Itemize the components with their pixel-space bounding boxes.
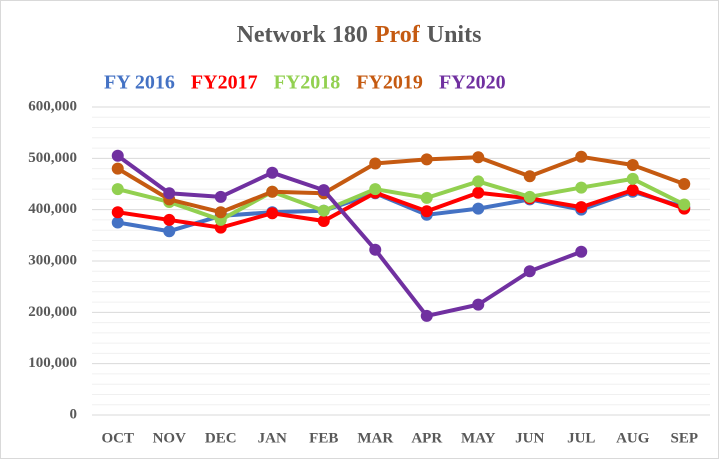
data-point — [266, 185, 279, 198]
data-point — [523, 265, 536, 278]
data-point — [678, 198, 691, 211]
data-point — [163, 225, 176, 238]
data-point — [626, 184, 639, 197]
data-point — [626, 159, 639, 172]
series-line — [116, 154, 582, 318]
data-point — [420, 205, 433, 218]
data-point — [111, 149, 124, 162]
y-tick-label: 200,000 — [28, 304, 77, 320]
x-tick-label: AUG — [616, 430, 650, 446]
data-point — [317, 184, 330, 197]
data-point — [111, 216, 124, 229]
data-point — [317, 214, 330, 227]
data-point — [369, 157, 382, 170]
series-line — [116, 154, 685, 215]
title-run: Network 180 — [237, 22, 368, 48]
data-point — [472, 186, 485, 199]
data-point — [523, 170, 536, 183]
legend-entry: FY 2016 — [104, 72, 175, 94]
data-point — [111, 206, 124, 219]
data-point — [317, 204, 330, 217]
title-run: Prof — [375, 22, 421, 48]
y-tick-label: 0 — [70, 406, 78, 422]
y-tick-label: 500,000 — [28, 150, 77, 166]
data-point — [111, 183, 124, 196]
data-point — [266, 207, 279, 220]
y-tick-label: 100,000 — [28, 355, 77, 371]
x-tick-label: JUN — [515, 430, 544, 446]
data-point — [575, 245, 588, 258]
x-tick-label: NOV — [153, 430, 187, 446]
data-point — [420, 153, 433, 166]
data-point — [472, 151, 485, 164]
data-point — [214, 190, 227, 203]
data-point — [420, 191, 433, 204]
data-point — [369, 183, 382, 196]
data-point — [575, 150, 588, 163]
x-tick-label: MAR — [357, 430, 393, 446]
data-point — [575, 181, 588, 194]
y-tick-label: 600,000 — [28, 98, 77, 114]
x-tick-label: FEB — [309, 430, 338, 446]
x-tick-label: JUL — [567, 430, 595, 446]
data-point — [472, 175, 485, 188]
legend-entry: FY2018 — [274, 72, 341, 94]
legend-entry: FY2019 — [356, 72, 423, 94]
data-point — [214, 206, 227, 219]
data-point — [523, 190, 536, 203]
y-tick-label: 400,000 — [28, 201, 77, 217]
x-tick-label: APR — [411, 430, 442, 446]
data-point — [678, 178, 691, 190]
data-point — [472, 202, 485, 215]
y-tick-label: 300,000 — [28, 252, 77, 268]
data-point — [163, 213, 176, 226]
x-tick-label: SEP — [670, 430, 698, 446]
x-tick-label: MAY — [461, 430, 496, 446]
title-run: Units — [427, 22, 482, 48]
data-point — [266, 166, 279, 179]
data-point — [626, 172, 639, 185]
data-point — [111, 162, 124, 175]
x-tick-label: JAN — [258, 430, 287, 446]
data-point — [472, 298, 485, 311]
data-point — [163, 187, 176, 200]
chart-title: Network 180 Prof Units — [237, 22, 482, 48]
data-point — [369, 243, 382, 256]
data-point — [575, 201, 588, 214]
data-point — [420, 309, 433, 322]
series-line — [117, 188, 685, 230]
series-line — [117, 176, 686, 222]
x-tick-label: OCT — [101, 430, 134, 446]
legend-entry: FY2020 — [439, 72, 506, 94]
x-tick-label: DEC — [205, 430, 237, 446]
legend-entry: FY2017 — [191, 72, 258, 94]
